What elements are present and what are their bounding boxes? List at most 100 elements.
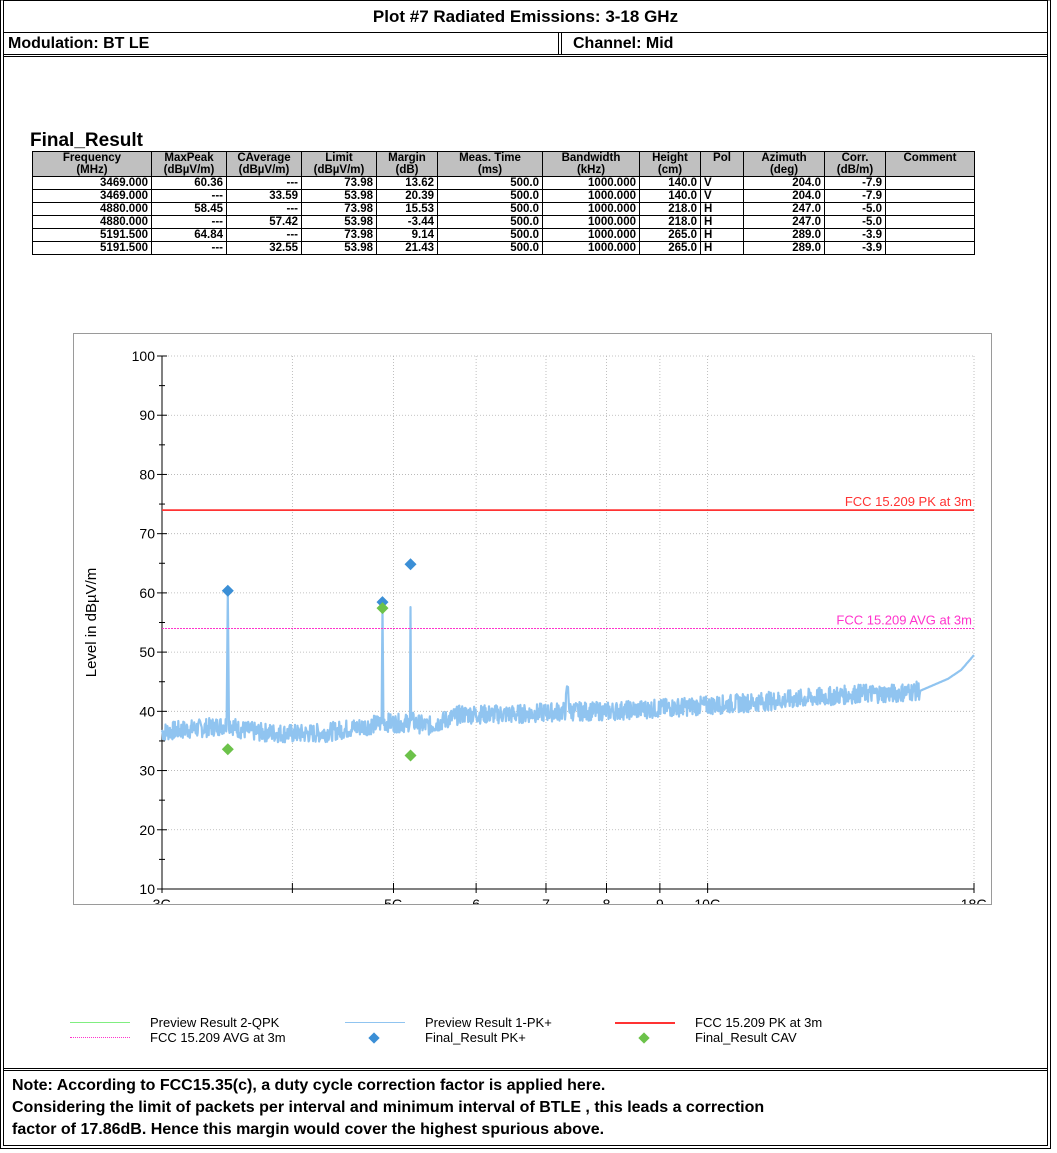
table-cell [885, 228, 975, 242]
table-cell: 4880.000 [32, 202, 152, 216]
legend-label: Final_Result CAV [695, 1030, 797, 1045]
legend-symbol [345, 1022, 405, 1023]
y-tick-label: 80 [139, 466, 155, 482]
table-cell: --- [151, 215, 227, 229]
table-header-row: Frequency (MHz) MaxPeak (dBµV/m) CAverage (dB… [32, 151, 975, 177]
table-row: 4880.000 --- 57.42 53.98 -3.44 500.0 1000.000 2… [32, 215, 975, 229]
x-tick-label: 8 [603, 896, 611, 904]
modulation-label: Modulation: BT LE [4, 33, 562, 54]
legend-label: FCC 15.209 PK at 3m [695, 1015, 823, 1030]
table-cell: -5.0 [824, 215, 886, 229]
pk-marker [376, 596, 389, 609]
table-cell: 289.0 [743, 241, 825, 255]
table-cell: H [700, 228, 744, 242]
legend-label: Preview Result 2-QPK [150, 1015, 280, 1030]
channel-label: Channel: Mid [573, 35, 674, 52]
final-result-title: Final_Result [30, 130, 143, 151]
plot-title: Plot #7 Radiated Emissions: 3-18 GHz [4, 1, 1047, 33]
legend-symbol [368, 1032, 380, 1044]
table-cell: 500.0 [437, 176, 543, 190]
x-tick-label: 18G [961, 896, 987, 904]
table-cell: H [700, 215, 744, 229]
table-cell: 73.98 [301, 176, 377, 190]
y-tick-label: 30 [139, 763, 155, 779]
table-cell: V [700, 176, 744, 190]
table-cell: 265.0 [639, 241, 701, 255]
y-axis-title: Level in dBµV/m [83, 568, 100, 678]
table-cell: 3469.000 [32, 189, 152, 203]
table-cell: 5191.500 [32, 228, 152, 242]
legend-symbol [70, 1037, 130, 1038]
pk-marker [404, 558, 417, 571]
table-cell: -3.9 [824, 241, 886, 255]
table-cell: 500.0 [437, 189, 543, 203]
table-cell: 1000.000 [542, 189, 640, 203]
table-cell [885, 176, 975, 190]
table-cell: 57.42 [226, 215, 302, 229]
table-cell: 289.0 [743, 228, 825, 242]
chart-legend: Preview Result 2-QPK Preview Result 1-PK+… [70, 1016, 930, 1056]
x-tick-label: 10G [694, 896, 720, 904]
legend-label: Final_Result PK+ [425, 1030, 526, 1045]
table-cell: 500.0 [437, 202, 543, 216]
legend-label: FCC 15.209 AVG at 3m [150, 1030, 286, 1045]
table-header-3: Limit (dBµV/m) [301, 151, 377, 177]
x-tick-label: 7 [542, 896, 550, 904]
preview-trace [160, 591, 975, 744]
table-cell: 53.98 [301, 215, 377, 229]
legend-symbol [638, 1032, 650, 1044]
table-cell: 247.0 [743, 215, 825, 229]
table-cell: 218.0 [639, 202, 701, 216]
table-cell: 15.53 [376, 202, 438, 216]
legend-symbol [615, 1022, 675, 1024]
table-cell: 3469.000 [32, 176, 152, 190]
table-cell: 13.62 [376, 176, 438, 190]
table-cell [885, 241, 975, 255]
cav-marker [404, 749, 417, 762]
table-cell: --- [226, 202, 302, 216]
y-tick-label: 70 [139, 526, 155, 542]
table-cell [885, 189, 975, 203]
table-cell [885, 215, 975, 229]
note-line-3: factor of 17.86dB. Hence this margin wou… [12, 1121, 605, 1138]
y-tick-label: 50 [139, 644, 155, 660]
table-header-10: Corr. (dB/m) [824, 151, 886, 177]
plot-area [162, 356, 974, 889]
table-cell: 21.43 [376, 241, 438, 255]
table-cell: -5.0 [824, 202, 886, 216]
table-cell: 218.0 [639, 215, 701, 229]
table-header-4: Margin (dB) [376, 151, 438, 177]
table-cell: 1000.000 [542, 176, 640, 190]
chart-panel: 10 20 30 40 50 60 70 80 90 100 3G 5G 6 7 8 9 10G 18G FCC 1… [73, 333, 992, 946]
table-header-5: Meas. Time (ms) [437, 151, 543, 177]
table-cell: --- [151, 241, 227, 255]
table-cell: 73.98 [301, 228, 377, 242]
table-cell: --- [226, 228, 302, 242]
info-row: Modulation: BT LE Channel: Mid [4, 33, 1047, 57]
table-header-0: Frequency (MHz) [32, 151, 152, 177]
table-cell: 500.0 [437, 241, 543, 255]
table-cell: --- [226, 176, 302, 190]
table-cell: 33.59 [226, 189, 302, 203]
note-box: Note: According to FCC15.35(c), a duty c… [4, 1068, 1047, 1150]
cav-marker [376, 602, 389, 615]
table-cell: 73.98 [301, 202, 377, 216]
table-body: 3469.000 60.36 --- 73.98 13.62 500.0 1000.000 1… [32, 176, 975, 255]
table-header-7: Height (cm) [639, 151, 701, 177]
table-cell: 9.14 [376, 228, 438, 242]
y-tick-label: 20 [139, 822, 155, 838]
table-cell: 265.0 [639, 228, 701, 242]
note-line-2: Considering the limit of packets per int… [12, 1099, 765, 1116]
table-cell: 58.45 [151, 202, 227, 216]
table-header-9: Azimuth (deg) [743, 151, 825, 177]
y-tick-label: 90 [139, 407, 155, 423]
table-cell: 53.98 [301, 241, 377, 255]
table-cell: 1000.000 [542, 215, 640, 229]
table-cell: 140.0 [639, 176, 701, 190]
table-cell: 500.0 [437, 215, 543, 229]
pk-marker [221, 584, 234, 597]
table-row: 4880.000 58.45 --- 73.98 15.53 500.0 1000.000 2… [32, 202, 975, 216]
table-header-8: Pol [700, 151, 744, 177]
table-cell: 60.36 [151, 176, 227, 190]
